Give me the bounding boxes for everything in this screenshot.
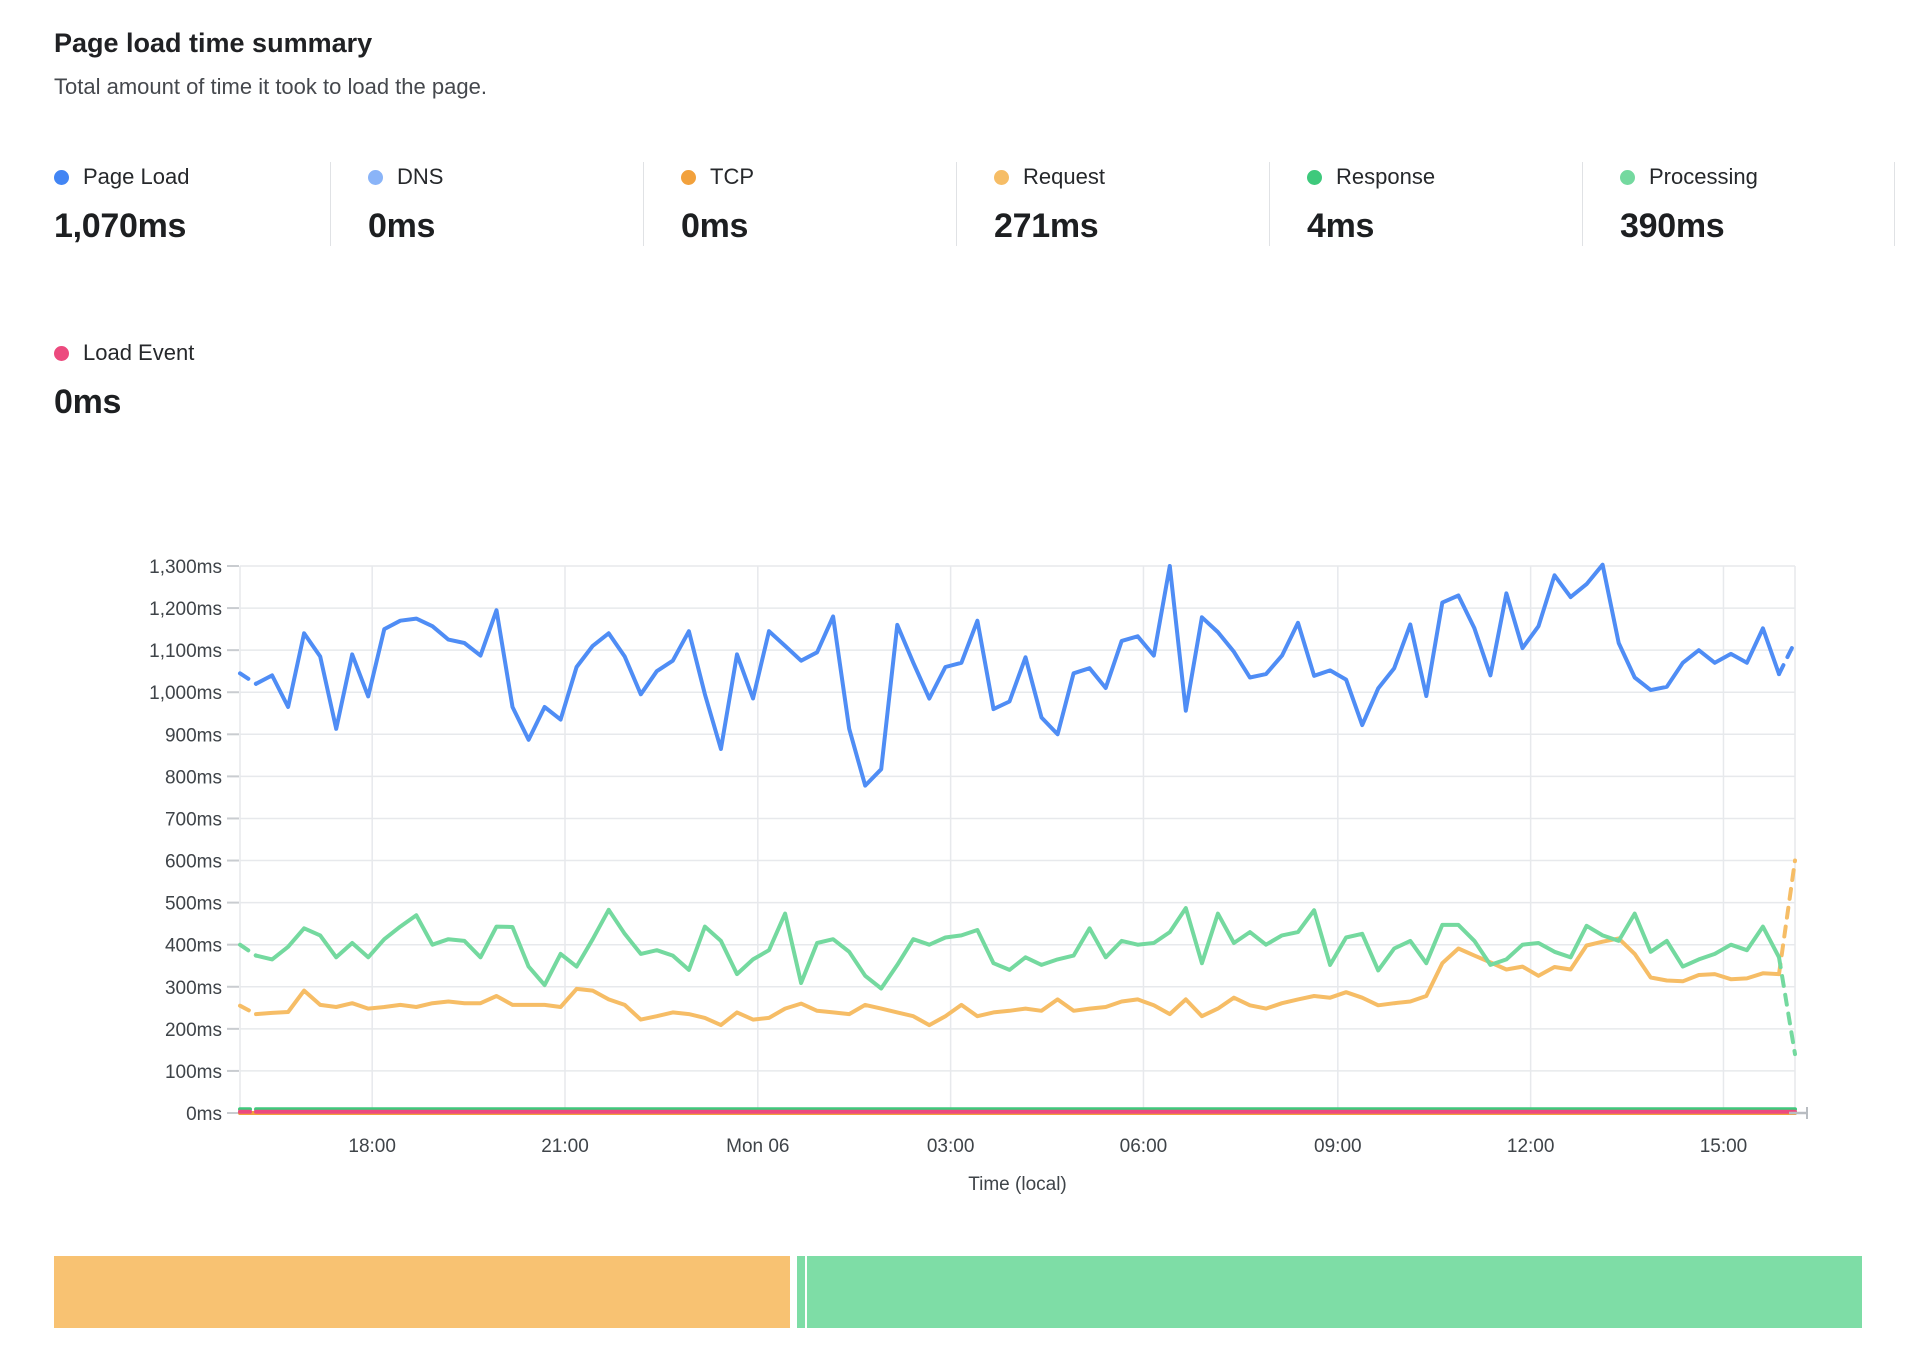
y-axis-label: 900ms [165, 725, 222, 746]
page-title: Page load time summary [54, 28, 373, 58]
metric-value: 0ms [368, 207, 436, 245]
metric-card-page-load[interactable]: Page Load 1,070ms [54, 162, 330, 246]
y-axis-label: 1,100ms [149, 641, 222, 662]
response-legend-dot-icon [1307, 169, 1322, 185]
timeline-bar-segment[interactable] [797, 1256, 805, 1328]
metric-label: Request [1023, 164, 1105, 189]
metric-value: 0ms [681, 207, 749, 245]
tcp-legend-dot-icon [681, 169, 696, 185]
series-page-load [254, 562, 1781, 788]
processing-legend-dot-icon [1620, 169, 1635, 185]
series-request-dash-end [1777, 858, 1797, 977]
metric-label: Page Load [83, 164, 190, 189]
x-axis-label: 21:00 [541, 1136, 589, 1157]
metric-card-request[interactable]: Request 271ms [956, 162, 1269, 246]
y-axis-label: 1,200ms [149, 599, 222, 620]
dns-legend-dot-icon [368, 169, 383, 185]
x-axis-label: Mon 06 [726, 1136, 789, 1157]
metric-card-dns[interactable]: DNS 0ms [330, 162, 643, 246]
metric-value: 271ms [994, 207, 1099, 245]
series-page-load-dash-end [1777, 639, 1797, 677]
page-load-legend-dot-icon [54, 169, 69, 185]
page-subtitle: Total amount of time it took to load the… [54, 74, 487, 99]
x-axis-label: 06:00 [1120, 1136, 1168, 1157]
x-axis-label: 12:00 [1507, 1136, 1555, 1157]
y-axis-label: 200ms [165, 1020, 222, 1041]
metric-card-tcp[interactable]: TCP 0ms [643, 162, 956, 246]
y-axis-label: 300ms [165, 978, 222, 999]
y-axis-label: 600ms [165, 852, 222, 873]
y-axis-label: 800ms [165, 767, 222, 788]
y-axis-label: 1,000ms [149, 683, 222, 704]
metric-card-response[interactable]: Response 4ms [1269, 162, 1582, 246]
metrics-row: Page Load 1,070ms DNS 0ms TCP 0ms Reques… [54, 162, 1895, 246]
x-axis-label: 15:00 [1700, 1136, 1748, 1157]
timeline-bar-segment[interactable] [807, 1256, 1862, 1328]
request-legend-dot-icon [994, 169, 1009, 185]
metric-card-load-event[interactable]: Load Event 0ms [54, 338, 194, 422]
series-request [254, 936, 1781, 1028]
metric-label: Load Event [83, 340, 195, 365]
y-axis-label: 500ms [165, 894, 222, 915]
metric-card-processing[interactable]: Processing 390ms [1582, 162, 1895, 246]
metric-value: 0ms [54, 383, 122, 421]
x-axis-label: 09:00 [1314, 1136, 1362, 1157]
metric-value: 390ms [1620, 207, 1725, 245]
series-processing [254, 906, 1781, 991]
series-processing-dash-start [238, 942, 258, 958]
metrics-row-2: Load Event 0ms [54, 338, 194, 422]
y-axis-label: 400ms [165, 936, 222, 957]
series-processing-dash-end [1777, 955, 1797, 1057]
timeline-bar[interactable] [54, 1256, 1862, 1328]
metric-label: Processing [1649, 164, 1758, 189]
series-request-dash-start [238, 1003, 258, 1017]
series-page-load-dash-start [238, 671, 258, 686]
metric-label: Response [1336, 164, 1436, 189]
load-event-legend-dot-icon [54, 345, 69, 361]
y-axis-label: 100ms [165, 1062, 222, 1083]
y-axis-label: 1,300ms [149, 557, 222, 578]
x-axis-label: 03:00 [927, 1136, 975, 1157]
x-axis-title: Time (local) [968, 1174, 1067, 1195]
metric-label: DNS [397, 164, 444, 189]
y-axis-label: 0ms [186, 1104, 222, 1125]
metric-label: TCP [710, 164, 754, 189]
metric-value: 1,070ms [54, 207, 187, 245]
timeline-bar-segment[interactable] [790, 1256, 797, 1328]
timeline-bar-segment[interactable] [54, 1256, 790, 1328]
y-axis-label: 700ms [165, 809, 222, 830]
metric-value: 4ms [1307, 207, 1375, 245]
x-axis-label: 18:00 [348, 1136, 396, 1157]
timeline-bar-segment[interactable] [805, 1256, 807, 1328]
load-time-chart[interactable]: 0ms 100ms 200ms 300ms 400ms 500ms 600ms 700ms 80… [0, 540, 1910, 1220]
